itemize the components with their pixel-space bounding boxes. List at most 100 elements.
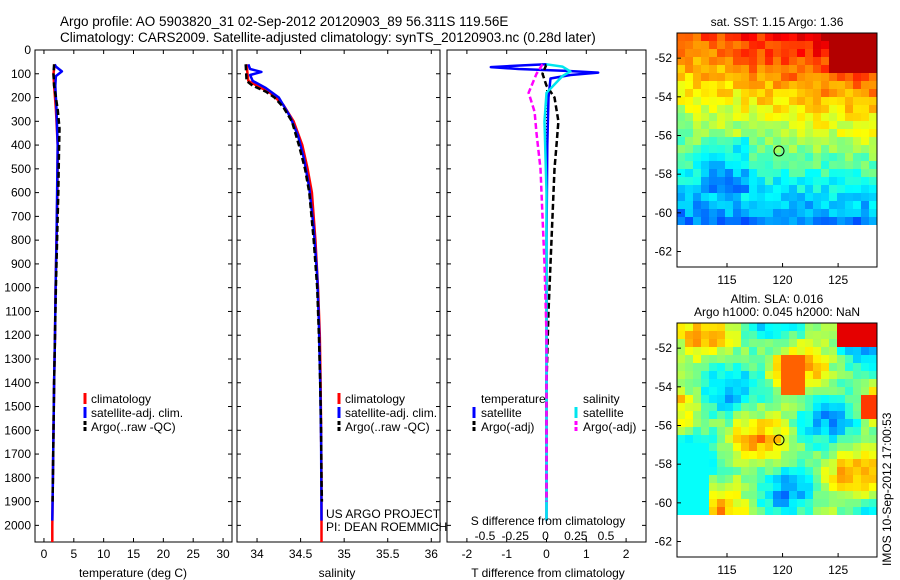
sst-cell (677, 185, 686, 194)
sst-cell (677, 65, 686, 74)
sla-cell (765, 427, 774, 436)
y-tick-label: 1500 (4, 400, 31, 414)
sla-cell (725, 507, 734, 515)
sst-cell (853, 185, 862, 194)
sla-cell (701, 347, 710, 356)
sla-cell (805, 507, 814, 515)
sla-cell (749, 363, 758, 372)
sst-cell (685, 217, 694, 225)
sla-cell (805, 435, 814, 444)
sst-cell (725, 121, 734, 130)
sla-cell (853, 379, 862, 388)
sst-cell (869, 33, 877, 42)
sla-cell (805, 403, 814, 412)
y-tick-label: 1200 (4, 328, 31, 342)
sla-cell (837, 363, 846, 372)
sla-cell (765, 467, 774, 476)
sst-cell (717, 97, 726, 106)
sst-cell (773, 161, 782, 170)
sst-cell (813, 33, 822, 42)
sst-cell (725, 89, 734, 98)
sst-cell (837, 193, 846, 202)
sst-cell (709, 161, 718, 170)
y-tick-label: -62 (655, 535, 673, 549)
sla-cell (789, 331, 798, 340)
sla-cell (829, 395, 838, 404)
sst-cell (845, 161, 854, 170)
sst-cell (797, 97, 806, 106)
sst-cell (725, 105, 734, 114)
sla-cell (797, 347, 806, 356)
sla-cell (845, 339, 854, 348)
sla-cell (733, 347, 742, 356)
sst-cell (693, 113, 702, 122)
sla-cell (773, 467, 782, 476)
sst-cell (685, 137, 694, 146)
sst-cell (701, 121, 710, 130)
sst-cell (853, 113, 862, 122)
sla-cell (741, 395, 750, 404)
sla-cell (685, 467, 694, 476)
sst-cell (821, 105, 830, 114)
sla-cell (693, 387, 702, 396)
sst-cell (685, 105, 694, 114)
sst-cell (789, 113, 798, 122)
sst-cell (869, 161, 877, 170)
sst-cell (805, 105, 814, 114)
sla-cell (733, 395, 742, 404)
sst-cell (709, 201, 718, 210)
sst-cell (757, 209, 766, 218)
sst-cell (685, 169, 694, 178)
sst-cell (813, 201, 822, 210)
y-tick-label: 1000 (4, 281, 31, 295)
credit-line2: PI: DEAN ROEMMICH (326, 520, 447, 534)
sla-cell (853, 403, 862, 412)
sst-cell (821, 145, 830, 154)
sla-cell (685, 387, 694, 396)
sla-cell (837, 491, 846, 500)
difference-series (489, 63, 600, 521)
sst-cell (853, 193, 862, 202)
sla-cell (789, 459, 798, 468)
sla-cell (821, 475, 830, 484)
y-tick-label: -60 (655, 206, 673, 220)
sla-cell (869, 339, 877, 348)
sla-cell (677, 355, 686, 364)
sst-cell (821, 185, 830, 194)
sst-cell (781, 217, 790, 225)
x-tick-label: 20 (157, 547, 171, 561)
sla-cell (741, 443, 750, 452)
sst-cell (741, 209, 750, 218)
sla-cell (749, 339, 758, 348)
sla-cell (701, 363, 710, 372)
sst-cell (693, 217, 702, 225)
sst-cell (757, 217, 766, 225)
sla-cell (749, 491, 758, 500)
sst-cell (693, 153, 702, 162)
sst-cell (773, 153, 782, 162)
sst-cell (765, 129, 774, 138)
temperature-panel: 0100200300400500600700800900100011001200… (4, 43, 233, 580)
s-difference-ticks: -0.5 -0.25 0 0.25 0.5 (475, 529, 615, 543)
sla-cell (741, 491, 750, 500)
sst-cell (733, 33, 742, 42)
sla-cell (869, 387, 877, 396)
sst-cell (797, 113, 806, 122)
sst-cell (773, 89, 782, 98)
sla-cell (733, 323, 742, 332)
series-line (245, 64, 323, 542)
sla-cell (861, 459, 870, 468)
sst-cell (813, 113, 822, 122)
sst-cell (733, 137, 742, 146)
sla-cell (741, 387, 750, 396)
difference-legend: temperature salinity satellite Argo(-adj… (472, 392, 636, 434)
sst-cell (845, 185, 854, 194)
sst-cell (773, 105, 782, 114)
sst-cell (693, 105, 702, 114)
sst-cell (853, 105, 862, 114)
sla-cell (717, 379, 726, 388)
sla-cell (837, 371, 846, 380)
sst-cell (765, 121, 774, 130)
sla-cell (717, 499, 726, 508)
sla-cell (733, 491, 742, 500)
